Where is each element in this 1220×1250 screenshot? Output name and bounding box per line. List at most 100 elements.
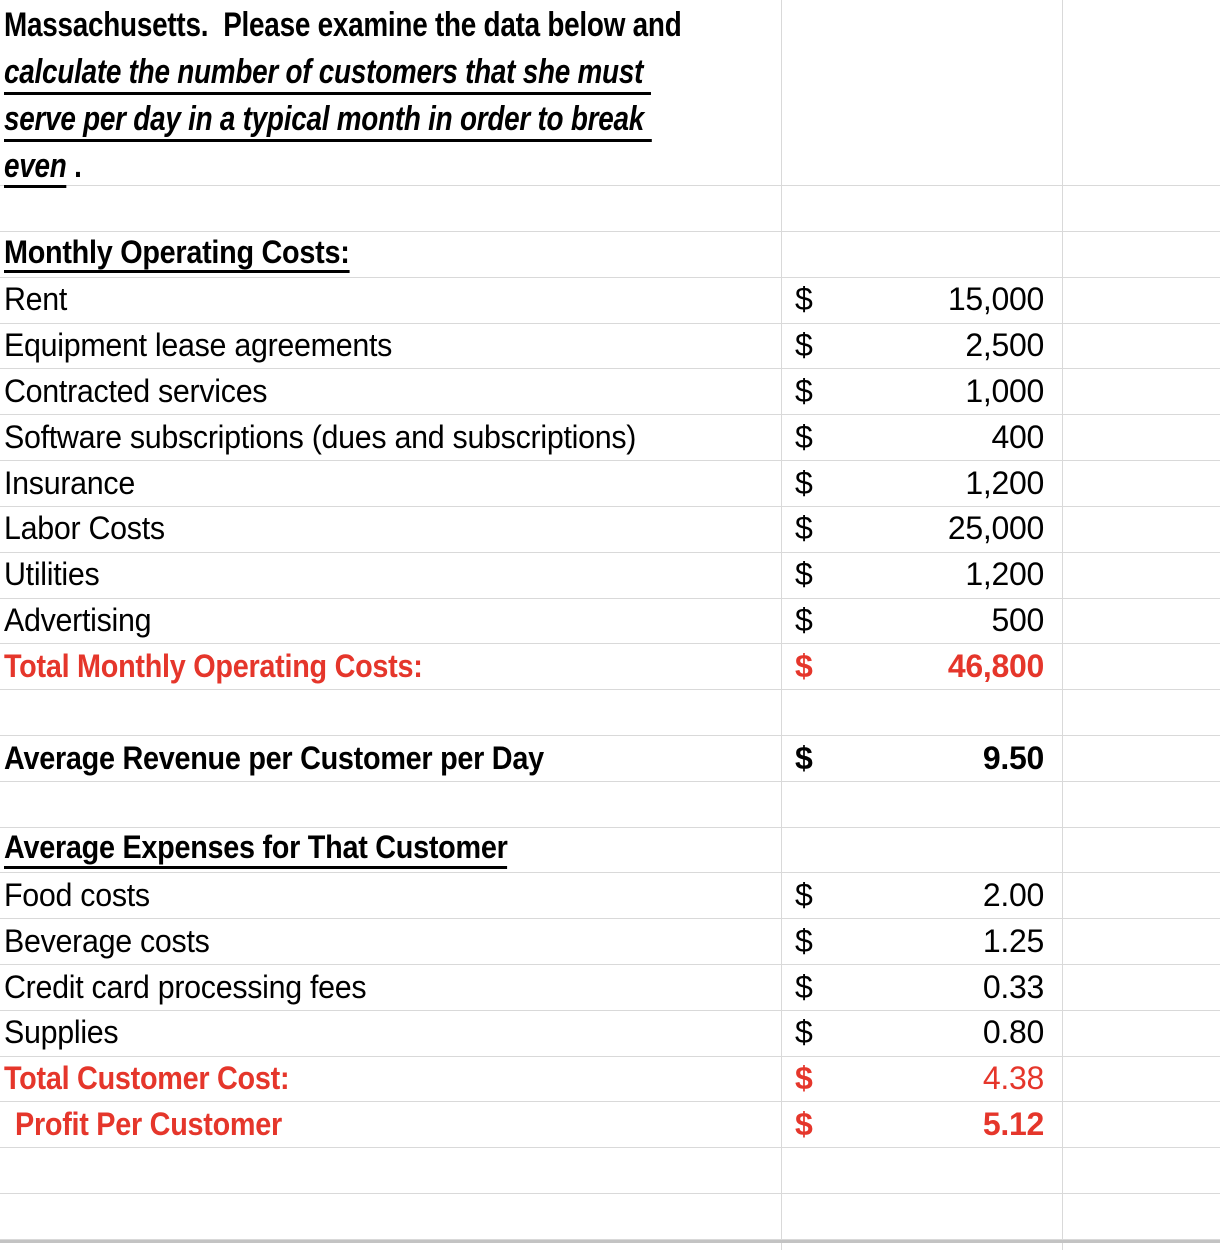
intro-line-3: serve per day in a typical month in orde… [4, 100, 652, 143]
currency-symbol: $ [795, 327, 813, 364]
empty-cell[interactable] [1063, 782, 1220, 827]
label-cell[interactable]: Total Monthly Operating Costs: [0, 644, 782, 690]
empty-cell[interactable] [782, 1148, 1063, 1194]
label-cell[interactable]: Profit Per Customer [0, 1102, 782, 1148]
empty-cell[interactable] [1063, 873, 1220, 918]
empty-cell[interactable] [1063, 1011, 1220, 1056]
value-cell[interactable]: $46,800 [782, 644, 1063, 690]
empty-cell[interactable] [1063, 553, 1220, 598]
label-cell[interactable]: Rent [0, 277, 782, 323]
value-cell[interactable]: $1,200 [782, 552, 1063, 598]
intro-row: Massachusetts. Please examine the data b… [0, 0, 1220, 188]
empty-cell[interactable] [782, 1242, 1063, 1250]
label-cell[interactable]: Food costs [0, 873, 782, 919]
value-cell[interactable]: $15,000 [782, 277, 1063, 323]
empty-cell[interactable] [782, 186, 1063, 231]
currency-symbol: $ [795, 464, 813, 501]
table-row: Food costs $2.00 [0, 873, 1220, 920]
empty-cell[interactable] [782, 0, 1063, 185]
empty-cell[interactable] [1063, 0, 1220, 185]
label-cell[interactable]: Labor Costs [0, 506, 782, 552]
empty-cell[interactable] [1063, 828, 1220, 873]
empty-cell[interactable] [1063, 278, 1220, 323]
value-cell[interactable]: $25,000 [782, 506, 1063, 552]
table-row: Software subscriptions (dues and subscri… [0, 415, 1220, 462]
currency-symbol: $ [795, 1060, 813, 1097]
empty-cell[interactable] [1063, 644, 1220, 689]
label-cell[interactable]: Credit card processing fees [0, 965, 782, 1010]
currency-symbol: $ [795, 1106, 813, 1143]
intro-line-1: Massachusetts. Please examine the data b… [4, 6, 682, 44]
partial-row [0, 1242, 1220, 1250]
intro-text-cell[interactable]: Massachusetts. Please examine the data b… [0, 0, 782, 188]
empty-cell[interactable] [1063, 232, 1220, 277]
value-cell[interactable]: $400 [782, 415, 1063, 461]
row-label: Credit card processing fees [4, 968, 367, 1005]
value-cell[interactable]: $1,000 [782, 369, 1063, 415]
empty-cell[interactable] [0, 781, 782, 827]
value-cell[interactable]: $4.38 [782, 1056, 1063, 1102]
empty-cell[interactable] [0, 1242, 782, 1250]
label-cell[interactable]: Monthly Operating Costs: [0, 232, 782, 277]
empty-cell[interactable] [1063, 415, 1220, 460]
empty-cell[interactable] [782, 232, 1063, 277]
value-cell[interactable]: $0.80 [782, 1010, 1063, 1056]
currency-symbol: $ [795, 739, 813, 776]
empty-cell[interactable] [1063, 1243, 1220, 1250]
value-cell[interactable]: $1.25 [782, 919, 1063, 964]
table-row: Contracted services $1,000 [0, 369, 1220, 416]
empty-cell[interactable] [1063, 919, 1220, 964]
empty-cell[interactable] [1063, 599, 1220, 644]
value-cell[interactable]: $2.00 [782, 873, 1063, 919]
empty-cell[interactable] [1063, 507, 1220, 552]
value-cell[interactable]: $5.12 [782, 1102, 1063, 1148]
total-label: Total Customer Cost: [4, 1060, 290, 1097]
total-amount: 4.38 [982, 1060, 1044, 1097]
empty-cell[interactable] [0, 1148, 782, 1194]
empty-cell[interactable] [1063, 461, 1220, 506]
empty-cell[interactable] [1063, 1194, 1220, 1239]
profit-label: Profit Per Customer [15, 1106, 282, 1143]
empty-cell[interactable] [1063, 1057, 1220, 1102]
empty-cell[interactable] [1063, 369, 1220, 414]
empty-cell[interactable] [782, 1194, 1063, 1239]
empty-cell[interactable] [1063, 186, 1220, 231]
table-row: Beverage costs $1.25 [0, 919, 1220, 965]
label-cell[interactable]: Average Expenses for That Customer [0, 827, 782, 873]
empty-cell[interactable] [1063, 736, 1220, 781]
section-header: Monthly Operating Costs: [4, 235, 350, 274]
value-cell[interactable]: $2,500 [782, 323, 1063, 369]
label-cell[interactable]: Insurance [0, 461, 782, 506]
label-cell[interactable]: Supplies [0, 1010, 782, 1056]
section-header-row: Average Expenses for That Customer [0, 827, 1220, 874]
label-cell[interactable]: Equipment lease agreements [0, 323, 782, 369]
currency-symbol: $ [795, 281, 813, 318]
label-cell[interactable]: Utilities [0, 552, 782, 598]
intro-line-4: even . [4, 147, 82, 188]
label-cell[interactable]: Advertising [0, 598, 782, 644]
empty-cell[interactable] [0, 690, 782, 735]
label-cell[interactable]: Beverage costs [0, 919, 782, 964]
value-cell[interactable]: $9.50 [782, 735, 1063, 781]
table-row: Equipment lease agreements $2,500 [0, 323, 1220, 370]
label-cell[interactable]: Software subscriptions (dues and subscri… [0, 415, 782, 461]
empty-cell[interactable] [782, 690, 1063, 735]
row-label: Utilities [4, 556, 100, 593]
value-cell[interactable]: $0.33 [782, 965, 1063, 1010]
label-cell[interactable]: Contracted services [0, 369, 782, 415]
empty-cell[interactable] [1063, 324, 1220, 369]
empty-cell[interactable] [1063, 965, 1220, 1010]
empty-cell[interactable] [0, 186, 782, 231]
label-cell[interactable]: Total Customer Cost: [0, 1056, 782, 1102]
empty-cell[interactable] [0, 1194, 782, 1239]
empty-cell[interactable] [782, 781, 1063, 827]
empty-cell[interactable] [1063, 1102, 1220, 1147]
empty-cell[interactable] [782, 827, 1063, 873]
row-label: Beverage costs [4, 922, 210, 959]
label-cell[interactable]: Average Revenue per Customer per Day [0, 735, 782, 781]
empty-cell[interactable] [1063, 690, 1220, 735]
empty-cell[interactable] [1063, 1148, 1220, 1193]
value-cell[interactable]: $1,200 [782, 461, 1063, 506]
value-cell[interactable]: $500 [782, 598, 1063, 644]
